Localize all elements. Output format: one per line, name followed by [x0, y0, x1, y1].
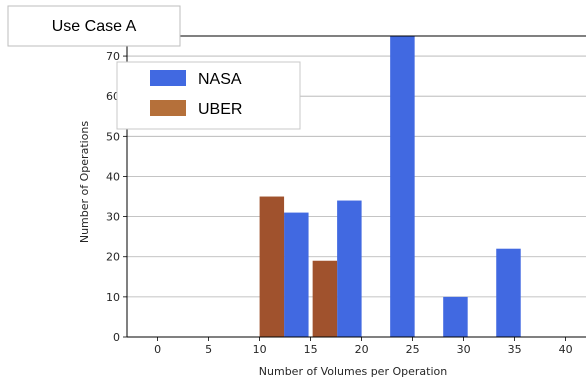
y-tick-label-20: 20 [106, 251, 120, 264]
x-axis-label: Number of Volumes per Operation [259, 365, 447, 378]
y-tick-label-50: 50 [106, 130, 120, 143]
legend-swatch-uber [150, 100, 186, 116]
bars [259, 36, 521, 337]
bar-nasa-4 [496, 248, 521, 337]
x-tick-label-0: 0 [154, 343, 161, 356]
x-tick-label-15: 15 [304, 343, 318, 356]
x-tick-label-35: 35 [508, 343, 522, 356]
x-tick-label-5: 5 [205, 343, 212, 356]
x-tick-label-40: 40 [559, 343, 573, 356]
y-tick-label-70: 70 [106, 50, 120, 63]
legend-box [116, 61, 301, 130]
x-axis-ticks: 0 5 10 15 20 25 30 35 40 [154, 337, 573, 356]
bar-uber-0 [259, 196, 285, 337]
x-tick-label-25: 25 [406, 343, 420, 356]
y-tick-label-10: 10 [106, 291, 120, 304]
x-tick-label-10: 10 [253, 343, 267, 356]
legend-label-uber: UBER [198, 101, 242, 118]
legend-swatch-nasa [150, 70, 186, 86]
y-axis-label: Number of Operations [78, 121, 91, 244]
y-tick-label-30: 30 [106, 211, 120, 224]
bar-nasa-3 [443, 296, 468, 337]
x-tick-label-30: 30 [457, 343, 471, 356]
x-tick-label-20: 20 [355, 343, 369, 356]
chart-title: Use Case A [52, 18, 137, 35]
bar-uber-1 [312, 260, 338, 337]
bar-nasa-2 [390, 36, 415, 337]
bar-nasa-0 [284, 212, 309, 337]
y-tick-label-40: 40 [106, 170, 120, 183]
bar-nasa-1 [337, 200, 362, 337]
title-box: Use Case A [7, 5, 181, 47]
legend: NASA UBER [116, 61, 301, 130]
y-tick-label-0: 0 [113, 331, 120, 344]
legend-label-nasa: NASA [198, 71, 242, 88]
